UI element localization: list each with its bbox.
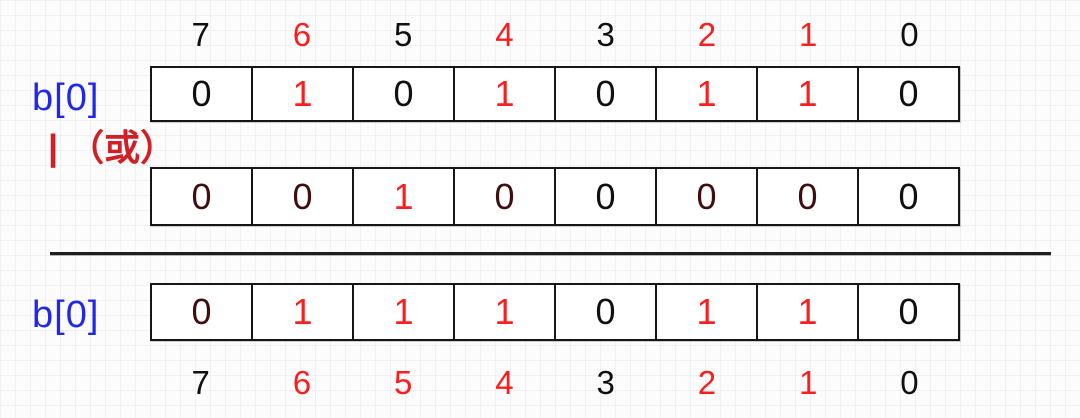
bit-cell: 1: [253, 68, 354, 120]
bit-index-label: 0: [900, 363, 919, 401]
bit-cell: 0: [657, 169, 758, 224]
bit-index-label: 4: [495, 15, 514, 53]
bit-cell: 0: [898, 175, 919, 217]
bit-cell: 1: [657, 68, 758, 120]
bit-cell: 0: [898, 291, 919, 332]
bit-cell: 0: [758, 169, 859, 224]
bit-cell: 0: [253, 169, 354, 224]
bit-cell: 0: [354, 68, 455, 120]
bit-index-label: 5: [393, 15, 413, 53]
bit-index-label: 3: [596, 363, 615, 401]
bit-index-label: 6: [292, 15, 312, 53]
bit-index-label: 6: [292, 363, 312, 401]
bit-cell: 0: [556, 169, 657, 224]
bit-index-label: 1: [798, 15, 818, 53]
operand-a-label: b[0]: [32, 77, 100, 119]
bit-index-label: 2: [697, 15, 717, 53]
equals-divider-line: [50, 252, 1051, 255]
bit-cell: 0: [556, 68, 657, 120]
bit-cell: 0: [152, 68, 253, 120]
top-bit-index-row: 7 6 5 4 3 2 1 0: [150, 16, 960, 52]
bit-cell: 0: [898, 73, 919, 114]
bit-index-label: 7: [191, 15, 210, 53]
bit-cell: 1: [253, 285, 354, 339]
bit-index-label: 5: [393, 363, 413, 401]
result-label: b[0]: [32, 294, 100, 336]
bit-cell: 1: [455, 68, 556, 120]
bit-cell: 1: [657, 285, 758, 339]
bit-cell: 1: [758, 68, 859, 120]
bit-index-label: 2: [697, 363, 717, 401]
bit-cell: 1: [758, 285, 859, 339]
bit-index-label: 0: [900, 15, 919, 53]
bottom-bit-index-row: 7 6 5 4 3 2 1 0: [150, 364, 960, 400]
bit-index-label: 1: [798, 363, 818, 401]
bit-cell: 1: [354, 169, 455, 224]
bit-index-label: 3: [596, 15, 615, 53]
bit-cell: 1: [354, 285, 455, 339]
bit-index-label: 7: [191, 363, 210, 401]
bit-cell: 0: [152, 285, 253, 339]
bit-cell: 0: [556, 285, 657, 339]
bit-index-label: 4: [495, 363, 514, 401]
bit-cell: 0: [455, 169, 556, 224]
or-operator-label: | （或）: [48, 127, 177, 168]
bit-cell: 1: [455, 285, 556, 339]
bit-cell: 0: [152, 169, 253, 224]
